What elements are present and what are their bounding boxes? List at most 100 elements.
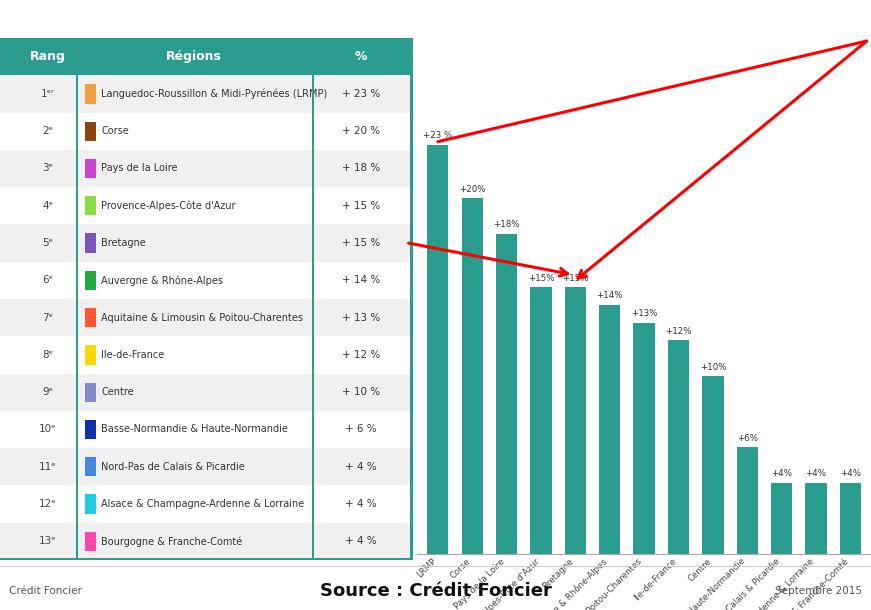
- Text: Bourgogne & Franche-Comté: Bourgogne & Franche-Comté: [101, 536, 242, 547]
- Text: +14%: +14%: [597, 292, 623, 300]
- Bar: [496, 234, 517, 554]
- Text: +13%: +13%: [631, 309, 658, 318]
- Bar: [0, 448, 413, 486]
- Text: 11ᵉ: 11ᵉ: [38, 462, 57, 472]
- Text: Provence-Alpes-Côte d'Azur: Provence-Alpes-Côte d'Azur: [101, 201, 236, 211]
- Text: 6ᵉ: 6ᵉ: [42, 275, 53, 285]
- Text: 5ᵉ: 5ᵉ: [42, 238, 53, 248]
- Text: Aquitaine & Limousin & Poitou-Charentes: Aquitaine & Limousin & Poitou-Charentes: [101, 313, 303, 323]
- Bar: [84, 382, 96, 402]
- Text: + 15 %: + 15 %: [342, 201, 381, 211]
- Text: Alsace & Champagne-Ardenne & Lorraine: Alsace & Champagne-Ardenne & Lorraine: [101, 499, 304, 509]
- Bar: [0, 150, 413, 187]
- Bar: [0, 38, 413, 75]
- Text: Bretagne: Bretagne: [101, 238, 146, 248]
- Text: Crédit Foncier: Crédit Foncier: [9, 586, 82, 596]
- Bar: [84, 196, 96, 215]
- Bar: [84, 234, 96, 253]
- Text: 10ᵉ: 10ᵉ: [38, 425, 57, 434]
- Bar: [84, 532, 96, 551]
- Bar: [0, 299, 413, 336]
- Text: +12%: +12%: [665, 327, 692, 336]
- Bar: [0, 411, 413, 448]
- Text: + 14 %: + 14 %: [342, 275, 381, 285]
- Text: Auvergne & Rhône-Alpes: Auvergne & Rhône-Alpes: [101, 275, 223, 285]
- Bar: [633, 323, 655, 554]
- Bar: [0, 113, 413, 150]
- Bar: [0, 73, 413, 75]
- Bar: [840, 483, 861, 554]
- Bar: [84, 494, 96, 514]
- Bar: [84, 159, 96, 178]
- Text: 1ᵉʳ: 1ᵉʳ: [41, 89, 54, 99]
- Bar: [530, 287, 551, 554]
- Text: + 13 %: + 13 %: [342, 313, 381, 323]
- Bar: [84, 457, 96, 476]
- Bar: [0, 373, 413, 411]
- Text: +6%: +6%: [737, 434, 758, 443]
- Bar: [410, 38, 413, 560]
- Bar: [0, 75, 413, 113]
- Text: + 10 %: + 10 %: [342, 387, 381, 397]
- Bar: [84, 121, 96, 141]
- Text: + 12 %: + 12 %: [342, 350, 381, 360]
- Bar: [0, 187, 413, 224]
- Bar: [84, 271, 96, 290]
- Text: Centre: Centre: [101, 387, 134, 397]
- Text: Ile-de-France: Ile-de-France: [101, 350, 165, 360]
- Text: + 6 %: + 6 %: [346, 425, 377, 434]
- Bar: [599, 305, 620, 554]
- Text: Languedoc-Roussillon & Midi-Pyrénées (LRMP): Languedoc-Roussillon & Midi-Pyrénées (LR…: [101, 88, 327, 99]
- Bar: [0, 523, 413, 560]
- Bar: [84, 420, 96, 439]
- Text: +18%: +18%: [493, 220, 520, 229]
- Bar: [702, 376, 724, 554]
- Text: 9ᵉ: 9ᵉ: [42, 387, 53, 397]
- Text: + 4 %: + 4 %: [346, 462, 377, 472]
- Text: + 23 %: + 23 %: [342, 89, 381, 99]
- Bar: [462, 198, 483, 554]
- Bar: [806, 483, 827, 554]
- Text: 12ᵉ: 12ᵉ: [38, 499, 57, 509]
- Text: Nord-Pas de Calais & Picardie: Nord-Pas de Calais & Picardie: [101, 462, 245, 472]
- Text: %: %: [355, 50, 368, 63]
- Text: 8ᵉ: 8ᵉ: [42, 350, 53, 360]
- Bar: [0, 262, 413, 299]
- Text: 7ᵉ: 7ᵉ: [42, 313, 53, 323]
- Text: +20%: +20%: [459, 185, 485, 193]
- Text: 4ᵉ: 4ᵉ: [42, 201, 53, 211]
- Bar: [76, 38, 78, 560]
- Text: 13ᵉ: 13ᵉ: [38, 536, 57, 547]
- Bar: [737, 447, 758, 554]
- Text: +4%: +4%: [771, 469, 792, 478]
- Bar: [0, 224, 413, 262]
- Text: Septembre 2015: Septembre 2015: [775, 586, 862, 596]
- Text: Pays de la Loire: Pays de la Loire: [101, 163, 178, 173]
- Text: Source : Crédit Foncier: Source : Crédit Foncier: [320, 582, 551, 600]
- Text: Corse: Corse: [101, 126, 129, 136]
- Text: +4%: +4%: [806, 469, 827, 478]
- Text: Régions: Régions: [166, 50, 222, 63]
- Bar: [84, 308, 96, 328]
- Bar: [427, 145, 449, 554]
- Bar: [0, 558, 413, 560]
- Text: Variation de la population 1990-2014: Variation de la population 1990-2014: [202, 10, 669, 30]
- Text: + 15 %: + 15 %: [342, 238, 381, 248]
- Text: +23 %: +23 %: [423, 131, 452, 140]
- Bar: [312, 38, 314, 560]
- Text: 2ᵉ: 2ᵉ: [42, 126, 53, 136]
- Bar: [564, 287, 586, 554]
- Text: Rang: Rang: [30, 50, 65, 63]
- Bar: [84, 84, 96, 104]
- Text: 3ᵉ: 3ᵉ: [42, 163, 53, 173]
- Text: Basse-Normandie & Haute-Normandie: Basse-Normandie & Haute-Normandie: [101, 425, 288, 434]
- Text: +15%: +15%: [528, 274, 554, 282]
- Text: +10%: +10%: [699, 362, 726, 371]
- Text: + 20 %: + 20 %: [342, 126, 381, 136]
- Text: + 18 %: + 18 %: [342, 163, 381, 173]
- Text: +15%: +15%: [562, 274, 589, 282]
- Bar: [84, 345, 96, 365]
- Bar: [668, 340, 689, 554]
- Bar: [0, 336, 413, 373]
- Text: + 4 %: + 4 %: [346, 536, 377, 547]
